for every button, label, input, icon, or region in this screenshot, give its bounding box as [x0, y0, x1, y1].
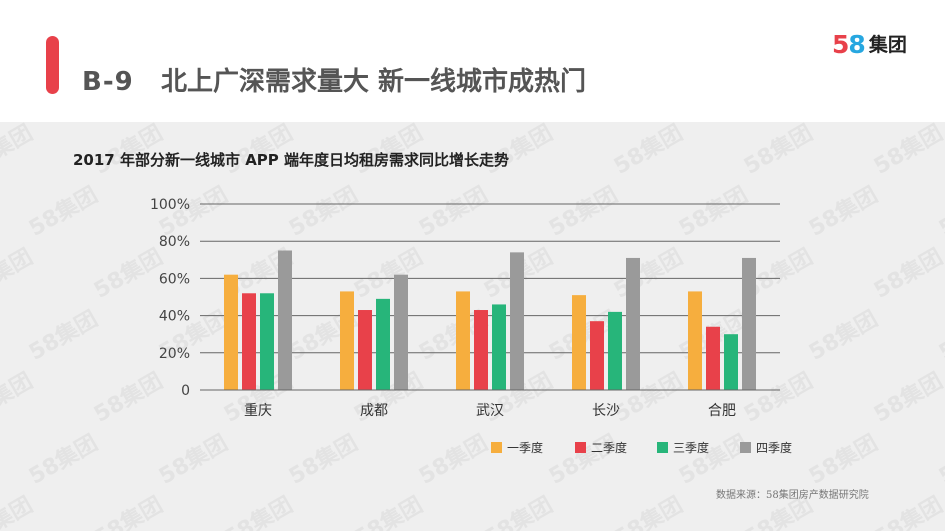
bar — [608, 311, 622, 390]
bar — [590, 321, 604, 390]
logo-digit-8: 8 — [848, 30, 866, 59]
bar — [358, 310, 372, 390]
bar — [260, 293, 274, 390]
y-tick-label: 40% — [159, 309, 190, 325]
bar — [492, 304, 506, 390]
bar — [456, 291, 470, 390]
bar — [376, 298, 390, 390]
legend-swatch — [657, 442, 668, 453]
slide-header: B-9 北上广深需求量大 新一线城市成热门 5 8 集团 — [0, 0, 945, 122]
data-source: 数据来源：58集团房产数据研究院 — [716, 490, 869, 501]
category-label: 合肥 — [708, 403, 736, 419]
legend-label: 四季度 — [756, 440, 792, 455]
legend-label: 二季度 — [591, 440, 627, 455]
bar — [626, 257, 640, 390]
chart-title: 2017 年部分新一线城市 APP 端年度日均租房需求同比增长走势 — [73, 151, 510, 169]
legend-label: 一季度 — [507, 440, 543, 455]
chart-panel: 58集团 58集团 58集团 58集团 58集团 58集团 58集团 58集团 58集团 58集团… — [0, 122, 945, 531]
logo-digit-5: 5 — [832, 30, 850, 59]
bar — [572, 295, 586, 390]
y-tick-label: 0 — [181, 383, 190, 399]
category-label: 重庆 — [244, 403, 272, 419]
company-logo: 5 8 集团 — [832, 30, 907, 60]
category-label: 武汉 — [476, 403, 504, 419]
accent-bar — [46, 36, 59, 94]
slide-code: B-9 — [82, 67, 134, 97]
legend-label: 三季度 — [673, 440, 709, 455]
bar — [724, 334, 738, 390]
bar — [242, 293, 256, 390]
bar — [394, 274, 408, 390]
legend-swatch — [491, 442, 502, 453]
bar — [688, 291, 702, 390]
bar — [474, 310, 488, 390]
bar — [224, 274, 238, 390]
y-tick-label: 100% — [150, 197, 190, 213]
category-label: 长沙 — [592, 403, 620, 419]
y-tick-label: 80% — [159, 234, 190, 250]
bar — [510, 252, 524, 390]
y-tick-label: 60% — [159, 271, 190, 287]
bar — [340, 291, 354, 390]
legend-swatch — [740, 442, 751, 453]
logo-text: 集团 — [868, 34, 907, 56]
y-tick-label: 20% — [159, 346, 190, 362]
bar — [706, 326, 720, 390]
category-label: 成都 — [360, 403, 388, 419]
bar — [742, 257, 756, 390]
legend-swatch — [575, 442, 586, 453]
bar — [278, 250, 292, 390]
slide-title: 北上广深需求量大 新一线城市成热门 — [161, 67, 587, 97]
